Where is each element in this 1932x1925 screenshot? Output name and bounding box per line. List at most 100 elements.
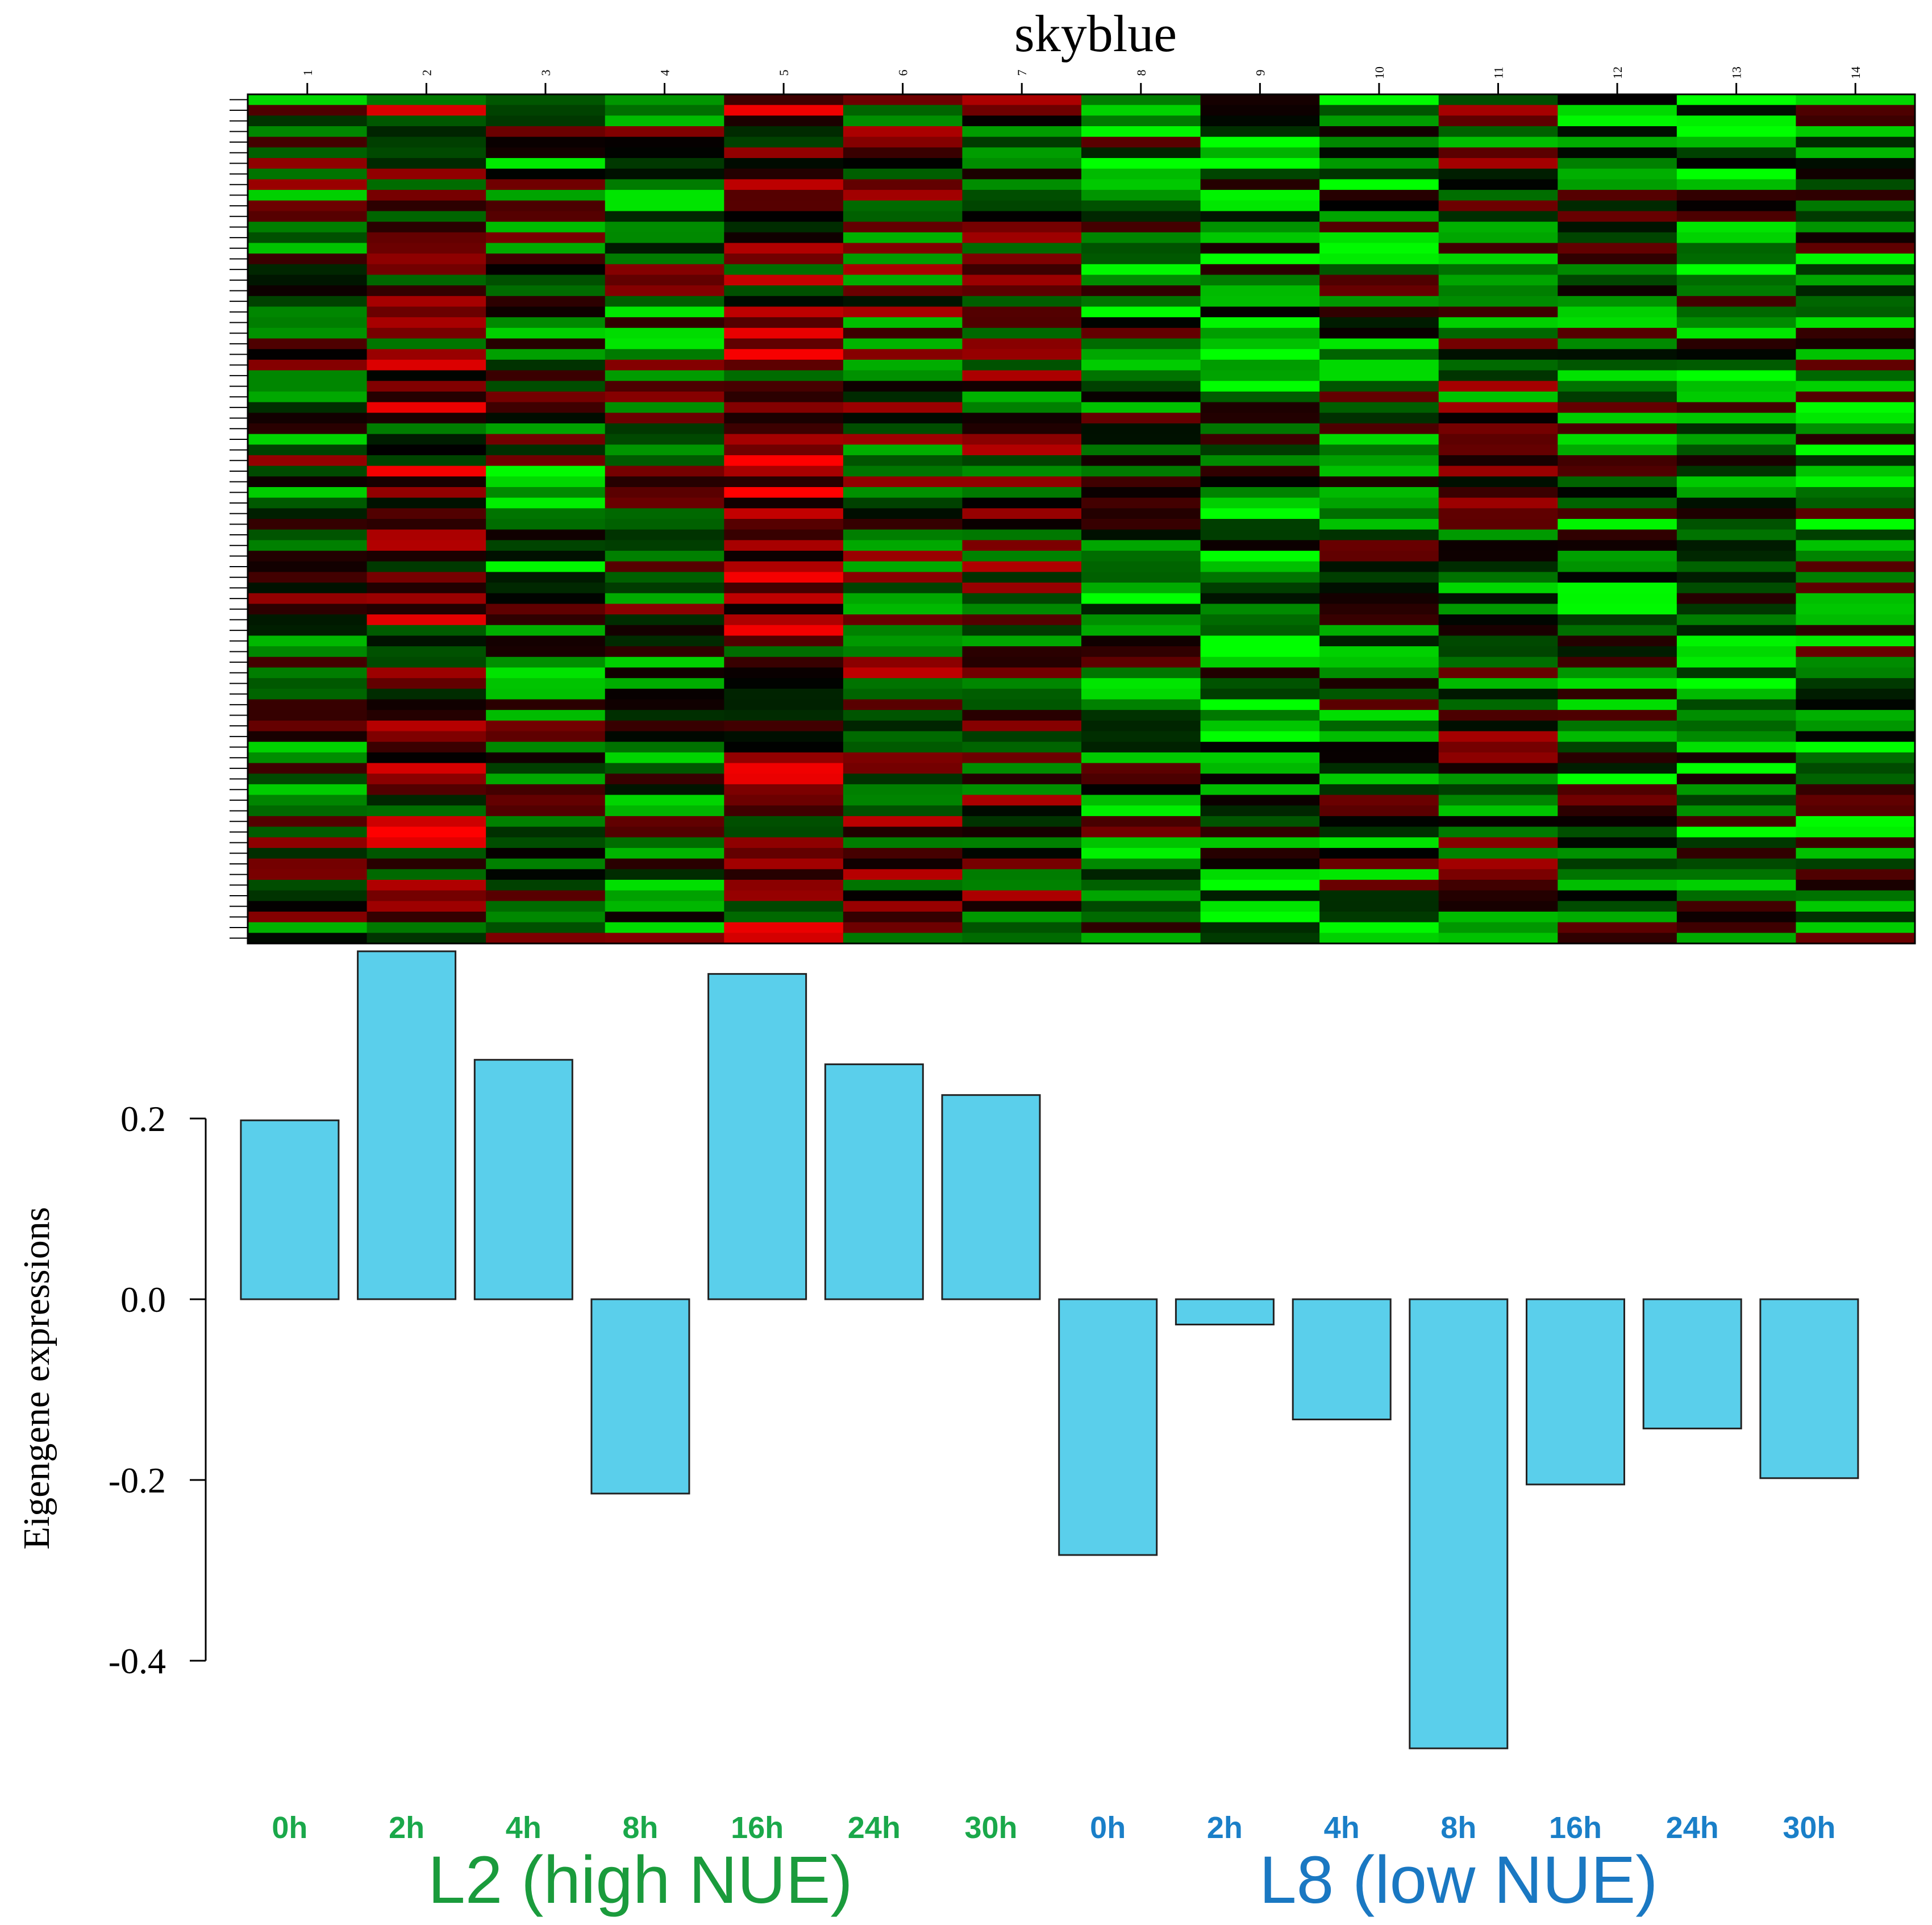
heatmap-cell bbox=[1081, 667, 1201, 679]
heatmap-cell bbox=[248, 296, 368, 307]
heatmap-cell bbox=[1796, 890, 1916, 901]
heatmap-cell bbox=[605, 338, 724, 350]
heatmap-cell bbox=[367, 200, 486, 212]
heatmap-cell bbox=[1676, 742, 1797, 753]
heatmap-cell bbox=[962, 94, 1082, 106]
heatmap-cell bbox=[1438, 222, 1558, 233]
heatmap-cell bbox=[1200, 497, 1320, 509]
heatmap-cell bbox=[962, 487, 1082, 498]
heatmap-cell bbox=[1676, 614, 1797, 626]
heatmap-cell bbox=[1319, 264, 1439, 276]
heatmap-cell bbox=[1796, 656, 1916, 668]
heatmap-cell bbox=[1676, 296, 1797, 307]
heatmap-column-label: 12 bbox=[1610, 66, 1625, 79]
heatmap-cell bbox=[1796, 168, 1916, 180]
heatmap-cell bbox=[486, 338, 606, 350]
heatmap-cell bbox=[1796, 911, 1916, 923]
heatmap-cell bbox=[1081, 211, 1201, 222]
heatmap-cell bbox=[1796, 752, 1916, 764]
heatmap-cell bbox=[605, 434, 724, 445]
heatmap-cell bbox=[486, 317, 606, 329]
heatmap-cell bbox=[367, 391, 486, 403]
heatmap-cell bbox=[1558, 890, 1677, 901]
heatmap-cell bbox=[367, 774, 486, 785]
heatmap-cell bbox=[1438, 306, 1558, 318]
heatmap-cell bbox=[367, 869, 486, 880]
heatmap-cell bbox=[1081, 614, 1201, 626]
heatmap-cell bbox=[1558, 529, 1677, 541]
heatmap-cell bbox=[1796, 774, 1916, 785]
heatmap-cell bbox=[1676, 179, 1797, 190]
bar bbox=[1175, 1298, 1275, 1325]
heatmap-cell bbox=[1438, 497, 1558, 509]
heatmap-cell bbox=[1200, 200, 1320, 212]
heatmap-cell bbox=[962, 434, 1082, 445]
heatmap-cell bbox=[1319, 327, 1439, 339]
heatmap-cell bbox=[486, 444, 606, 456]
heatmap-cell bbox=[367, 349, 486, 360]
heatmap-cell bbox=[367, 508, 486, 519]
heatmap-cell bbox=[1200, 742, 1320, 753]
heatmap-cell bbox=[1438, 200, 1558, 212]
heatmap-cell bbox=[1676, 338, 1797, 350]
heatmap-column-label: 14 bbox=[1848, 66, 1863, 79]
heatmap-cell bbox=[724, 561, 844, 572]
heatmap-cell bbox=[1558, 901, 1677, 912]
heatmap-cell bbox=[1081, 688, 1201, 700]
heatmap-cell bbox=[486, 688, 606, 700]
heatmap-cell bbox=[605, 370, 724, 381]
heatmap-cell bbox=[248, 816, 368, 828]
heatmap-cell bbox=[724, 805, 844, 817]
heatmap-cell bbox=[248, 476, 368, 488]
heatmap-cell bbox=[1676, 646, 1797, 658]
heatmap-cell bbox=[724, 763, 844, 774]
heatmap-cell bbox=[486, 572, 606, 583]
heatmap-cell bbox=[1796, 784, 1916, 796]
heatmap-cell bbox=[486, 413, 606, 424]
heatmap-cell bbox=[1200, 232, 1320, 244]
heatmap-cell bbox=[1558, 285, 1677, 297]
heatmap-cell bbox=[1200, 816, 1320, 828]
heatmap-cell bbox=[1676, 901, 1797, 912]
heatmap-cell bbox=[1558, 922, 1677, 933]
heatmap-cell bbox=[1319, 890, 1439, 901]
heatmap-cell bbox=[486, 826, 606, 838]
heatmap-cell bbox=[843, 922, 963, 933]
heatmap-cell bbox=[724, 455, 844, 467]
heatmap-cell bbox=[1319, 465, 1439, 477]
heatmap-cell bbox=[367, 147, 486, 159]
heatmap-cell bbox=[1319, 232, 1439, 244]
heatmap-cell bbox=[1081, 933, 1201, 944]
heatmap-cell bbox=[1796, 190, 1916, 201]
heatmap-cell bbox=[605, 805, 724, 817]
heatmap-cell bbox=[1319, 94, 1439, 106]
bar-chart: Eigengene expressions 0.2 0.0 -0.2 -0.4 0h 2… bbox=[16, 950, 1859, 1918]
heatmap-cell bbox=[962, 200, 1082, 212]
bar bbox=[824, 1063, 924, 1300]
heatmap-cell bbox=[1200, 869, 1320, 880]
heatmap-cell bbox=[1438, 359, 1558, 371]
heatmap-cell bbox=[486, 476, 606, 488]
heatmap-cell bbox=[962, 391, 1082, 403]
heatmap-cell bbox=[605, 540, 724, 551]
heatmap-cell bbox=[962, 646, 1082, 658]
heatmap-cell bbox=[1796, 933, 1916, 944]
heatmap-cell bbox=[962, 742, 1082, 753]
heatmap-cell bbox=[248, 487, 368, 498]
heatmap-cell bbox=[1438, 699, 1558, 710]
heatmap-cell bbox=[1200, 190, 1320, 201]
heatmap-cell bbox=[605, 136, 724, 148]
heatmap-cell bbox=[1558, 551, 1677, 562]
heatmap-cell bbox=[724, 667, 844, 679]
heatmap-cell bbox=[1200, 327, 1320, 339]
heatmap-cell bbox=[962, 285, 1082, 297]
heatmap-cell bbox=[1796, 604, 1916, 615]
heatmap-cell bbox=[1319, 190, 1439, 201]
heatmap-cell bbox=[724, 795, 844, 806]
bar bbox=[707, 973, 807, 1300]
heatmap-cell bbox=[843, 158, 963, 169]
heatmap-cell bbox=[248, 105, 368, 116]
heatmap-cell bbox=[367, 444, 486, 456]
heatmap-cell bbox=[248, 381, 368, 392]
heatmap-cell bbox=[1796, 593, 1916, 604]
